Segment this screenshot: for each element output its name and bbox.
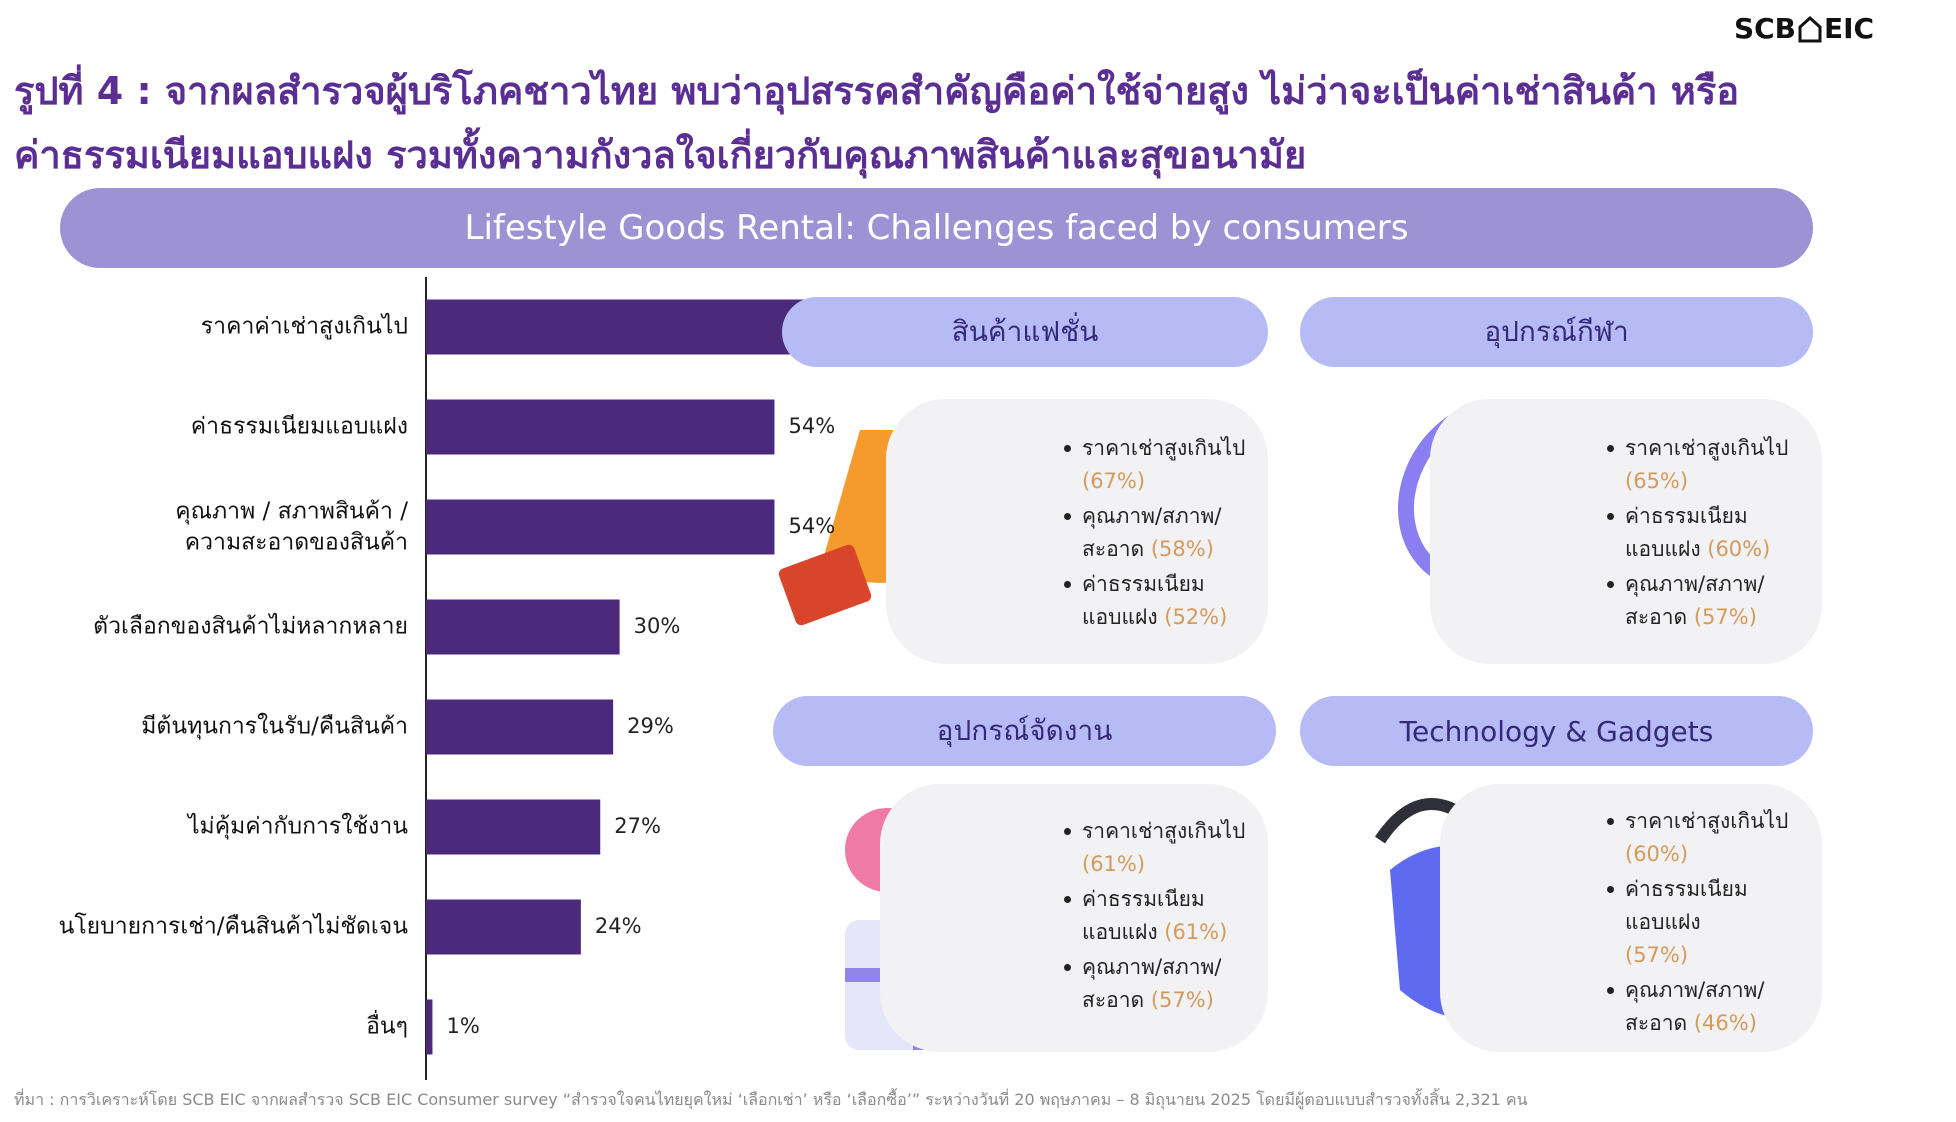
panel-list: ราคาเช่าสูงเกินไป (65%) ค่าธรรมเนียม แอบแ… bbox=[1607, 432, 1817, 636]
logo-text: EIC bbox=[1824, 12, 1874, 45]
value-label: 27% bbox=[614, 814, 661, 838]
list-item: ราคาเช่าสูงเกินไป (61%) bbox=[1064, 815, 1274, 881]
category-label: คุณภาพ / สภาพสินค้า /ความสะอาดของสินค้า bbox=[175, 498, 408, 555]
value-label: 24% bbox=[595, 914, 642, 938]
list-item: ราคาเช่าสูงเกินไป (65%) bbox=[1607, 432, 1817, 498]
item-percent: (60%) bbox=[1707, 537, 1771, 561]
item-text: ราคาเช่าสูงเกินไป bbox=[1082, 436, 1246, 460]
item-percent: (61%) bbox=[1082, 852, 1146, 876]
panel-list: ราคาเช่าสูงเกินไป (60%) ค่าธรรมเนียมแอบแฝ… bbox=[1607, 805, 1822, 1042]
item-text: ราคาเช่าสูงเกินไป bbox=[1625, 809, 1789, 833]
list-item: คุณภาพ/สภาพ/ สะอาด (58%) bbox=[1064, 500, 1274, 566]
item-percent: (58%) bbox=[1150, 537, 1214, 561]
category-label: มีต้นทุนการในรับ/คืนสินค้า bbox=[141, 713, 408, 740]
panel-box bbox=[1440, 784, 1822, 1052]
list-item: ราคาเช่าสูงเกินไป (67%) bbox=[1064, 432, 1274, 498]
list-item: ค่าธรรมเนียม แอบแฝง (60%) bbox=[1607, 500, 1817, 566]
bar bbox=[426, 299, 839, 355]
item-text: ค่าธรรมเนียม แอบแฝง bbox=[1082, 887, 1205, 944]
value-label: 54% bbox=[788, 414, 835, 438]
item-text: ค่าธรรมเนียม แอบแฝง bbox=[1625, 504, 1748, 561]
item-text: ค่าธรรมเนียมแอบแฝง bbox=[1625, 877, 1748, 934]
item-percent: (57%) bbox=[1625, 943, 1689, 967]
logo-text: SCB bbox=[1734, 12, 1796, 45]
category-label: ราคาค่าเช่าสูงเกินไป bbox=[201, 313, 408, 340]
item-text: ราคาเช่าสูงเกินไป bbox=[1082, 819, 1246, 843]
panel-title: อุปกรณ์กีฬา bbox=[1300, 297, 1813, 367]
value-label: 30% bbox=[634, 614, 681, 638]
banner: Lifestyle Goods Rental: Challenges faced… bbox=[60, 188, 1813, 268]
logo: SCB EIC bbox=[1734, 12, 1874, 45]
item-text: คุณภาพ/สภาพ/ สะอาด bbox=[1082, 955, 1222, 1012]
value-label: 1% bbox=[446, 1014, 479, 1038]
item-percent: (57%) bbox=[1150, 988, 1214, 1012]
source: ที่มา : การวิเคราะห์โดย SCB EIC จากผลสำร… bbox=[14, 1090, 1528, 1109]
category-label: ไม่คุ้มค่ากับการใช้งาน bbox=[186, 813, 408, 840]
panel-title: สินค้าแฟชั่น bbox=[782, 297, 1268, 367]
item-percent: (67%) bbox=[1082, 469, 1146, 493]
item-text: คุณภาพ/สภาพ/ สะอาด bbox=[1625, 572, 1765, 629]
category-label: อื่นๆ bbox=[366, 1010, 408, 1040]
bar bbox=[426, 799, 601, 855]
item-percent: (52%) bbox=[1164, 605, 1228, 629]
list-item: คุณภาพ/สภาพ/ สะอาด (57%) bbox=[1064, 951, 1274, 1017]
logo-icon bbox=[1798, 15, 1822, 43]
panel-box bbox=[1430, 399, 1822, 664]
category-label: นโยบายการเช่า/คืนสินค้าไม่ชัดเจน bbox=[59, 913, 409, 940]
list-item: ค่าธรรมเนียม แอบแฝง (52%) bbox=[1064, 568, 1274, 634]
list-item: คุณภาพ/สภาพ/ สะอาด (46%) bbox=[1607, 974, 1822, 1040]
panel-list: ราคาเช่าสูงเกินไป (67%) คุณภาพ/สภาพ/ สะอา… bbox=[1064, 432, 1274, 636]
value-label: 54% bbox=[788, 514, 835, 538]
category-label: ตัวเลือกของสินค้าไม่หลากหลาย bbox=[93, 613, 408, 640]
panel-title: อุปกรณ์จัดงาน bbox=[773, 696, 1276, 766]
bar bbox=[426, 599, 620, 655]
item-percent: (57%) bbox=[1693, 605, 1757, 629]
panel-list: ราคาเช่าสูงเกินไป (61%) ค่าธรรมเนียม แอบแ… bbox=[1064, 815, 1274, 1019]
item-percent: (60%) bbox=[1625, 842, 1689, 866]
bar bbox=[426, 399, 775, 455]
bar bbox=[426, 899, 581, 955]
list-item: ราคาเช่าสูงเกินไป (60%) bbox=[1607, 805, 1822, 871]
panel-title: Technology & Gadgets bbox=[1300, 696, 1813, 766]
item-text: คุณภาพ/สภาพ/ สะอาด bbox=[1625, 978, 1765, 1035]
bar bbox=[426, 699, 614, 755]
list-item: ค่าธรรมเนียม แอบแฝง (61%) bbox=[1064, 883, 1274, 949]
item-percent: (46%) bbox=[1693, 1011, 1757, 1035]
list-item: ค่าธรรมเนียมแอบแฝง (57%) bbox=[1607, 873, 1822, 972]
item-text: ราคาเช่าสูงเกินไป bbox=[1625, 436, 1789, 460]
title-line: ค่าธรรมเนียมแอบแฝง รวมทั้งความกังวลใจเกี… bbox=[14, 133, 1307, 177]
value-label: 29% bbox=[627, 714, 674, 738]
bar bbox=[426, 499, 775, 555]
panel-box bbox=[886, 399, 1268, 664]
panel-box bbox=[880, 784, 1268, 1052]
bar bbox=[426, 999, 433, 1055]
item-percent: (61%) bbox=[1164, 920, 1228, 944]
item-text: คุณภาพ/สภาพ/ สะอาด bbox=[1082, 504, 1222, 561]
category-label: ค่าธรรมเนียมแอบแฝง bbox=[191, 414, 408, 440]
item-text: ค่าธรรมเนียม แอบแฝง bbox=[1082, 572, 1205, 629]
list-item: คุณภาพ/สภาพ/ สะอาด (57%) bbox=[1607, 568, 1817, 634]
item-percent: (65%) bbox=[1625, 469, 1689, 493]
title-line: รูปที่ 4 : จากผลสำรวจผู้บริโภคชาวไทย พบว… bbox=[14, 69, 1740, 113]
